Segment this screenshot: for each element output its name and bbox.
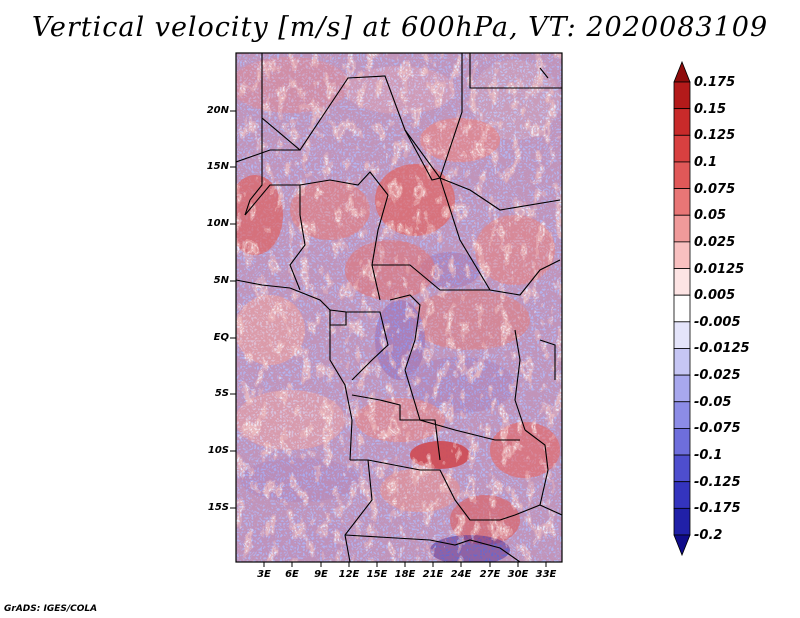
colorbar xyxy=(673,60,691,557)
colorbar-swatch xyxy=(673,481,691,509)
lat-label: 15N xyxy=(206,161,229,172)
lon-label: 18E xyxy=(394,569,416,580)
colorbar-swatch xyxy=(673,348,691,376)
colorbar-label: 0.075 xyxy=(694,181,736,197)
colorbar-label: -0.175 xyxy=(694,501,741,517)
lon-label: 12E xyxy=(338,569,360,580)
country-borders xyxy=(236,53,562,562)
lon-label: 30E xyxy=(507,569,529,580)
colorbar-swatch xyxy=(673,108,691,136)
map-title: Vertical velocity [m/s] at 600hPa, VT: 2… xyxy=(31,12,769,43)
lat-label: EQ xyxy=(213,332,229,343)
lon-label: 21E xyxy=(422,569,444,580)
colorbar-swatch xyxy=(673,454,691,483)
lon-label: 27E xyxy=(479,569,501,580)
lat-label: 5N xyxy=(213,275,229,286)
lat-label: 10N xyxy=(206,218,229,229)
colorbar-label: 0.0125 xyxy=(694,261,745,277)
colorbar-swatch xyxy=(673,321,691,349)
colorbar-swatch xyxy=(673,428,691,456)
colorbar-label: 0.025 xyxy=(694,234,736,250)
lat-label: 15S xyxy=(207,502,229,513)
colorbar-swatch xyxy=(673,507,691,536)
colorbar-label: 0.1 xyxy=(694,154,718,170)
colorbar-swatch xyxy=(673,214,691,243)
colorbar-label: -0.005 xyxy=(694,314,741,330)
map-frame xyxy=(235,52,563,563)
lat-label: 20N xyxy=(206,105,229,116)
colorbar-label: -0.075 xyxy=(694,421,741,437)
lat-label: 5S xyxy=(214,388,229,399)
colorbar-label: 0.05 xyxy=(694,208,727,224)
lon-label: 24E xyxy=(450,569,472,580)
colorbar-label: -0.1 xyxy=(694,448,723,464)
colorbar-swatch xyxy=(673,401,691,429)
colorbar-swatch xyxy=(673,534,691,557)
colorbar-label: -0.025 xyxy=(694,368,741,384)
colorbar-label: -0.05 xyxy=(694,394,732,410)
lon-label: 33E xyxy=(535,569,557,580)
lon-label: 9E xyxy=(314,569,328,580)
colorbar-swatch xyxy=(673,374,691,403)
colorbar-swatch xyxy=(673,268,691,296)
footer-credit: GrADS: IGES/COLA xyxy=(4,604,98,614)
colorbar-swatch xyxy=(673,60,691,83)
colorbar-swatch xyxy=(673,188,691,216)
colorbar-swatch xyxy=(673,241,691,269)
lon-label: 6E xyxy=(285,569,299,580)
colorbar-label: 0.125 xyxy=(694,128,736,144)
colorbar-label: 0.005 xyxy=(694,288,736,304)
colorbar-swatch xyxy=(673,294,691,323)
colorbar-swatch xyxy=(673,134,691,163)
vertical-velocity-field xyxy=(236,53,562,562)
colorbar-label: -0.2 xyxy=(694,528,723,543)
lon-label: 15E xyxy=(366,569,388,580)
colorbar-label: -0.0125 xyxy=(694,341,750,357)
colorbar-label: 0.15 xyxy=(694,101,727,117)
lat-label: 10S xyxy=(207,445,229,456)
colorbar-swatch xyxy=(673,161,691,189)
lon-label: 3E xyxy=(257,569,271,580)
colorbar-label: 0.175 xyxy=(694,75,736,90)
colorbar-label: -0.125 xyxy=(694,474,741,490)
colorbar-swatch xyxy=(673,81,691,110)
